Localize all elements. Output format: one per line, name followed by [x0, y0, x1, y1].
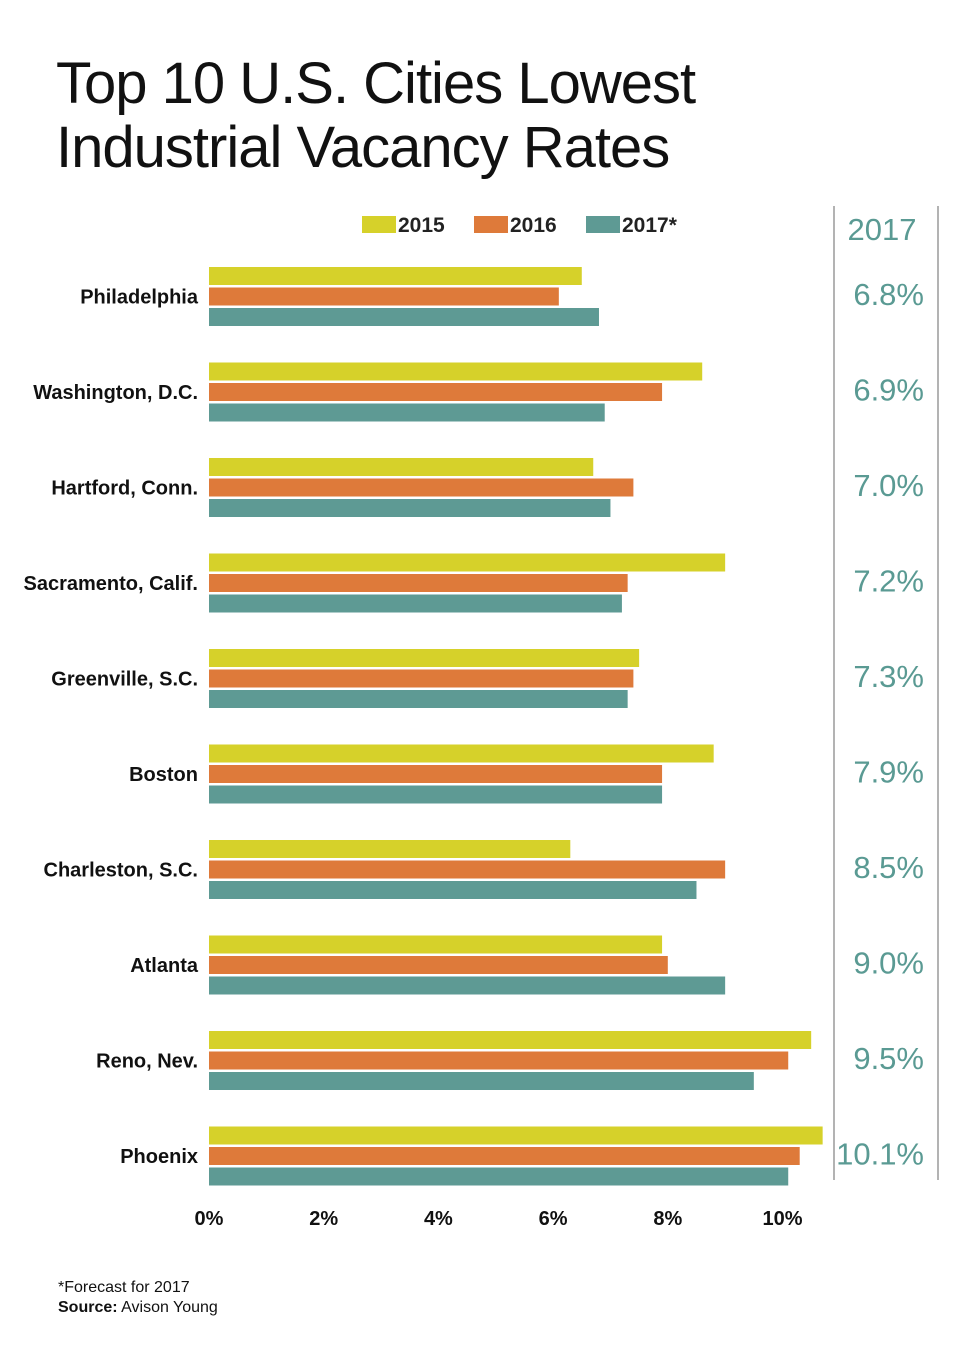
bar-charleston-s-c-2016 — [209, 860, 726, 879]
side-value-reno-nev: 9.5% — [853, 1041, 924, 1076]
bar-washington-d-c-2016 — [209, 383, 663, 401]
source-line: Source: Avison Young — [58, 1298, 218, 1318]
bar-phoenix-2015 — [209, 1126, 823, 1145]
bar-phoenix-2017 — [209, 1167, 789, 1186]
category-label-atlanta: Atlanta — [130, 955, 199, 977]
side-value-greenville-s-c: 7.3% — [853, 659, 924, 694]
bar-greenville-s-c-2017 — [209, 690, 628, 708]
side-value-philadelphia: 6.8% — [853, 277, 924, 312]
bar-charleston-s-c-2017 — [209, 881, 697, 899]
bar-boston-2015 — [209, 744, 714, 763]
bar-washington-d-c-2015 — [209, 362, 703, 381]
category-label-reno-nev: Reno, Nev. — [96, 1051, 198, 1073]
category-label-philadelphia: Philadelphia — [80, 287, 199, 309]
bar-sacramento-calif-2016 — [209, 574, 628, 592]
bar-philadelphia-2016 — [209, 287, 559, 306]
chart-title: Top 10 U.S. Cities Lowest Industrial Vac… — [56, 52, 816, 180]
x-tick-3: 6% — [539, 1208, 568, 1230]
bar-washington-d-c-2017 — [209, 403, 605, 422]
bar-hartford-conn-2017 — [209, 499, 611, 517]
side-value-charleston-s-c: 8.5% — [853, 850, 924, 885]
bar-atlanta-2015 — [209, 935, 663, 954]
bar-reno-nev-2017 — [209, 1072, 754, 1090]
bar-philadelphia-2017 — [209, 308, 599, 326]
bar-phoenix-2016 — [209, 1147, 800, 1165]
category-label-charleston-s-c: Charleston, S.C. — [44, 860, 198, 882]
source-value: Avison Young — [121, 1299, 218, 1316]
legend-swatch-2017 — [586, 216, 620, 233]
category-label-washington-d-c: Washington, D.C. — [33, 382, 198, 404]
bar-atlanta-2017 — [209, 976, 726, 995]
category-label-phoenix: Phoenix — [120, 1146, 198, 1168]
side-value-hartford-conn: 7.0% — [853, 468, 924, 503]
x-tick-1: 2% — [309, 1208, 338, 1230]
legend-swatch-2016 — [474, 216, 508, 233]
x-tick-0: 0% — [195, 1208, 224, 1230]
forecast-note: *Forecast for 2017 — [58, 1279, 190, 1296]
side-panel-2017: 2017 6.8% 6.9% 7.0% 7.2% 7.3% 7.9% 8.5% 9.0% 9.5%… — [833, 206, 939, 1180]
side-value-sacramento-calif: 7.2% — [853, 564, 924, 599]
category-labels: Philadelphia Washington, D.C. Hartford, Co… — [23, 287, 198, 1169]
x-tick-5: 10% — [762, 1208, 802, 1230]
bars-group — [209, 267, 823, 1186]
category-label-boston: Boston — [129, 764, 198, 786]
bar-philadelphia-2015 — [209, 267, 582, 285]
title-line-2: Industrial Vacancy Rates — [56, 115, 670, 180]
category-label-hartford-conn: Hartford, Conn. — [51, 478, 198, 500]
bar-chart: 2015 2016 2017* Philadelphia Washington, D.… — [23, 206, 939, 1230]
bar-charleston-s-c-2015 — [209, 840, 571, 858]
footnote: *Forecast for 2017 Source: Avison Young — [58, 1278, 218, 1318]
bar-greenville-s-c-2015 — [209, 649, 640, 667]
bar-reno-nev-2016 — [209, 1051, 789, 1070]
side-value-phoenix: 10.1% — [836, 1137, 924, 1172]
bar-hartford-conn-2016 — [209, 478, 634, 497]
x-axis-ticks: 0% 2% 4% 6% 8% 10% — [195, 1208, 803, 1230]
bar-boston-2016 — [209, 765, 663, 783]
legend-label-2017: 2017* — [622, 214, 678, 237]
bar-hartford-conn-2015 — [209, 458, 594, 476]
side-value-atlanta: 9.0% — [853, 946, 924, 981]
bar-atlanta-2016 — [209, 956, 668, 974]
side-value-boston: 7.9% — [853, 755, 924, 790]
side-header: 2017 — [848, 212, 917, 247]
bar-sacramento-calif-2015 — [209, 553, 726, 572]
legend-label-2015: 2015 — [398, 214, 445, 237]
side-value-washington-d-c: 6.9% — [853, 373, 924, 408]
category-label-greenville-s-c: Greenville, S.C. — [51, 669, 198, 691]
source-label: Source: — [58, 1299, 118, 1316]
bar-boston-2017 — [209, 785, 663, 804]
title-line-1: Top 10 U.S. Cities Lowest — [56, 51, 696, 116]
legend: 2015 2016 2017* — [362, 214, 678, 237]
bar-greenville-s-c-2016 — [209, 669, 634, 688]
category-label-sacramento-calif: Sacramento, Calif. — [23, 573, 198, 595]
bar-reno-nev-2015 — [209, 1031, 812, 1049]
bar-sacramento-calif-2017 — [209, 594, 622, 613]
legend-swatch-2015 — [362, 216, 396, 233]
legend-label-2016: 2016 — [510, 214, 557, 237]
x-tick-2: 4% — [424, 1208, 453, 1230]
x-tick-4: 8% — [653, 1208, 682, 1230]
